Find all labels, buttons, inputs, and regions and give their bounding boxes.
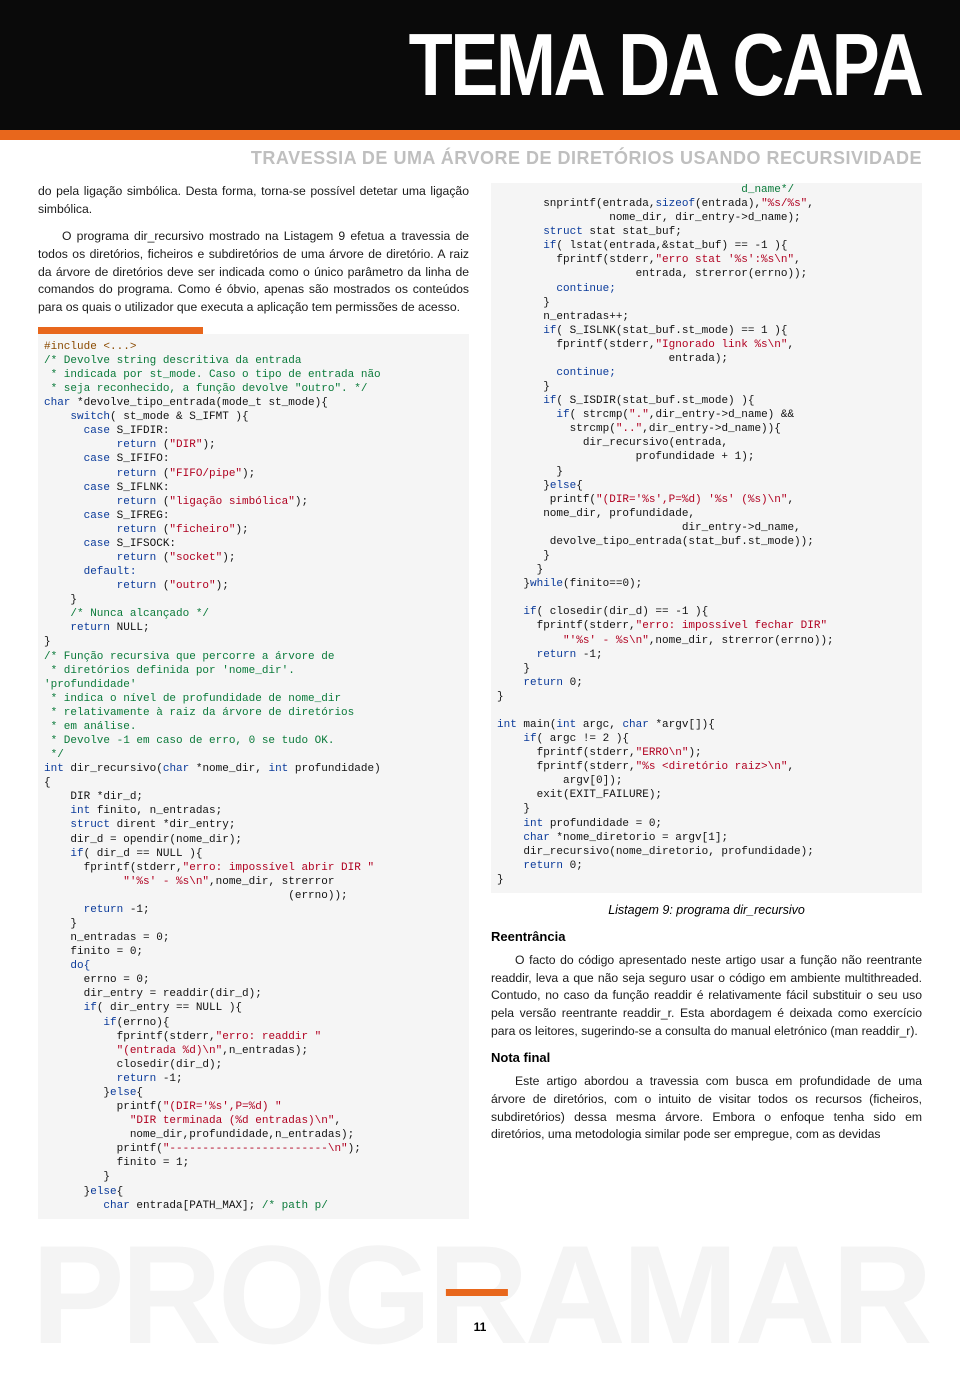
header-bar: TEMA DA CAPA [0, 0, 960, 130]
section-reentrancia: Reentrância [491, 929, 922, 944]
para-intro-2: O programa dir_recursivo mostrado na Lis… [38, 228, 469, 316]
header-title: TEMA DA CAPA [409, 14, 922, 116]
code-listing-left: #include <...> /* Devolve string descrit… [38, 334, 469, 1219]
listing-caption: Listagem 9: programa dir_recursivo [491, 903, 922, 917]
para-reentrancia: O facto do código apresentado neste arti… [491, 952, 922, 1040]
accent-bar [0, 130, 960, 140]
left-column: do pela ligação simbólica. Desta forma, … [38, 183, 469, 1219]
footer-accent-bar [446, 1289, 508, 1296]
section-nota-final: Nota final [491, 1050, 922, 1065]
page-number: 11 [0, 1320, 960, 1334]
right-column: d_name*/ snprintf(entrada,sizeof(entrada… [491, 183, 922, 1219]
code-divider [38, 327, 203, 334]
article-subtitle: TRAVESSIA DE UMA ÁRVORE DE DIRETÓRIOS US… [0, 140, 960, 183]
para-nota-final: Este artigo abordou a travessia com busc… [491, 1073, 922, 1144]
code-listing-right: d_name*/ snprintf(entrada,sizeof(entrada… [491, 183, 922, 893]
para-intro-1: do pela ligação simbólica. Desta forma, … [38, 183, 469, 218]
content-columns: do pela ligação simbólica. Desta forma, … [0, 183, 960, 1219]
